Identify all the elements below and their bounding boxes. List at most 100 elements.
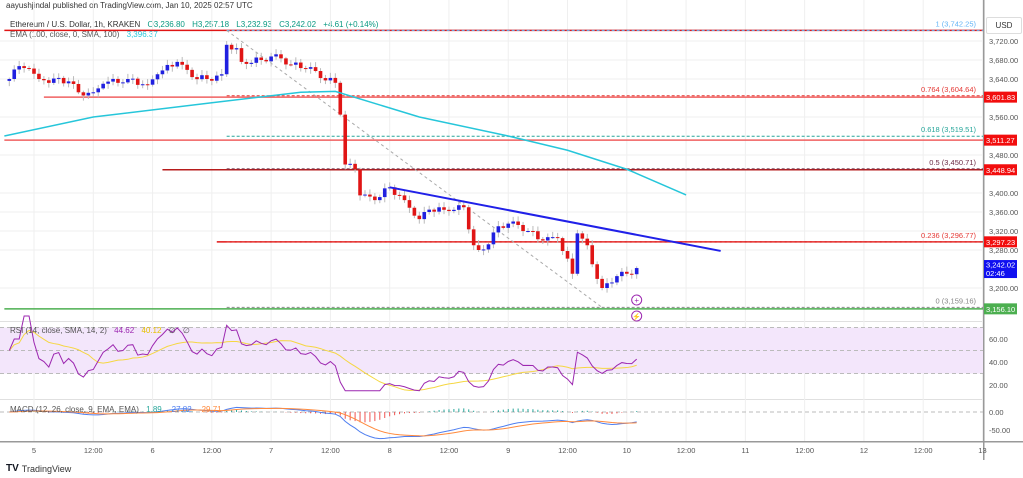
fib-level-label: 0.618 (3,519.51) <box>921 125 977 134</box>
macd-legend[interactable]: MACD (12, 26, close, 9, EMA, EMA) 1.89 -… <box>10 405 222 414</box>
last-price-tag <box>984 260 1017 279</box>
candle-body <box>101 83 105 89</box>
candle-body <box>219 74 224 76</box>
time-tick-label: 12:00 <box>914 446 933 455</box>
price-level-tag-text: 3,511.27 <box>986 136 1015 145</box>
price-tick-label: 3,400.00 <box>989 189 1018 198</box>
candle-body <box>333 77 338 83</box>
candle-body <box>7 79 12 81</box>
symbol-name[interactable]: Ethereum / U.S. Dollar, 1h, KRAKEN <box>10 20 141 29</box>
last-price-countdown: 02:46 <box>986 269 1005 278</box>
candle-body <box>382 188 387 198</box>
time-tick-label: 9 <box>506 446 510 455</box>
candle-body <box>417 215 422 220</box>
lightning-icon: ⚡ <box>632 312 641 321</box>
ohlc-open: O3,236.80 <box>147 20 185 29</box>
candle-body <box>27 68 31 70</box>
candle-body <box>476 245 481 250</box>
candle-body <box>575 233 580 274</box>
ohlc-change: +4.61 (+0.14%) <box>323 20 379 29</box>
candle-body <box>323 78 328 81</box>
price-level-tag-text: 3,297.23 <box>986 238 1015 247</box>
candle-body <box>106 81 110 84</box>
candle-body <box>126 79 130 83</box>
rsi-tick-label: 40.00 <box>989 358 1008 367</box>
candle-body <box>620 271 624 277</box>
candle-body <box>427 209 431 213</box>
ema-legend[interactable]: EMA (100, close, 0, SMA, 100) 3,396.37 <box>10 30 158 39</box>
candle-body <box>531 231 535 232</box>
candle-body <box>516 221 520 225</box>
rsi-legend[interactable]: RSI (14, close, SMA, 14, 2) 44.62 40.12 … <box>10 326 190 335</box>
candle-body <box>363 194 367 196</box>
ohlc-high: H3,257.18 <box>192 20 230 29</box>
candle-body <box>471 229 476 246</box>
ema-value: 3,396.37 <box>126 30 158 39</box>
candle-body <box>145 84 150 86</box>
price-level-tag-text: 3,156.10 <box>986 305 1015 314</box>
time-tick-label: 6 <box>150 446 154 455</box>
candle-body <box>358 169 362 196</box>
candle-body <box>86 92 91 96</box>
price-level-tag <box>984 236 1017 248</box>
candle-body <box>615 276 619 283</box>
candle-body <box>373 196 377 201</box>
candle-body <box>521 224 525 232</box>
price-tick-label: 3,720.00 <box>989 37 1018 46</box>
time-tick-label: 7 <box>269 446 273 455</box>
rsi-sma-line <box>8 329 637 391</box>
candle-body <box>378 197 382 201</box>
price-level-tag <box>984 303 1017 315</box>
event-icon <box>631 310 643 322</box>
macd-hist-value: 1.89 <box>146 405 162 414</box>
pane-divider <box>0 399 983 400</box>
candle-body <box>294 62 298 65</box>
fib-level-label: 0.236 (3,296.77) <box>921 231 977 240</box>
candle-body <box>545 237 550 241</box>
footer-brand[interactable]: TV TradingView <box>6 463 71 474</box>
time-tick-label: 10 <box>623 446 631 455</box>
candle-body <box>461 205 466 208</box>
candle-body <box>51 78 56 83</box>
candle-body <box>580 233 585 239</box>
candle-body <box>279 54 283 59</box>
candle-body <box>348 163 352 165</box>
candle-body <box>254 57 259 63</box>
price-tick-label: 3,360.00 <box>989 208 1018 217</box>
add-alert-icon <box>631 294 643 306</box>
candle-body <box>264 60 268 62</box>
candle-body <box>91 92 96 94</box>
price-chart[interactable]: 1 (3,742.25) 0.764 (3,604.64) 0.618 (3,519… <box>0 0 1023 460</box>
candle-body <box>412 207 417 216</box>
time-tick-label: 12:00 <box>440 446 459 455</box>
price-level-tag-text: 3,448.94 <box>986 166 1015 175</box>
fib-level-label: 0 (3,159.16) <box>936 296 977 305</box>
macd-signal-value: -29.71 <box>198 405 222 414</box>
candle-body <box>506 223 511 228</box>
candle-body <box>42 79 46 81</box>
currency-button[interactable]: USD <box>986 17 1022 34</box>
candle-body <box>56 77 61 79</box>
candle-body <box>407 200 412 208</box>
candle-body <box>605 283 609 288</box>
candle-body <box>526 231 530 232</box>
candle-body <box>170 64 175 67</box>
price-level-tag-text: 3,601.83 <box>986 93 1015 102</box>
rsi-tick-label: 60.00 <box>989 335 1008 344</box>
time-tick-label: 12:00 <box>202 446 221 455</box>
candle-body <box>511 221 515 224</box>
time-tick-label: 12:00 <box>795 446 814 455</box>
candle-body <box>210 79 214 81</box>
candle-body <box>481 249 486 251</box>
candle-body <box>501 226 506 228</box>
ohlc-low: L3,232.93 <box>236 20 272 29</box>
candle-body <box>284 58 288 65</box>
brand-name: TradingView <box>21 463 72 474</box>
candle-body <box>37 73 41 79</box>
candle-body <box>160 70 165 75</box>
candle-body <box>269 56 273 62</box>
candle-body <box>318 71 323 79</box>
candle-body <box>180 61 184 65</box>
candle-body <box>185 64 189 70</box>
rsi-extra-2: ∅ <box>182 326 190 335</box>
